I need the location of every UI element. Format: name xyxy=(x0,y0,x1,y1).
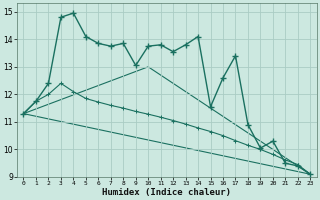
X-axis label: Humidex (Indice chaleur): Humidex (Indice chaleur) xyxy=(102,188,231,197)
